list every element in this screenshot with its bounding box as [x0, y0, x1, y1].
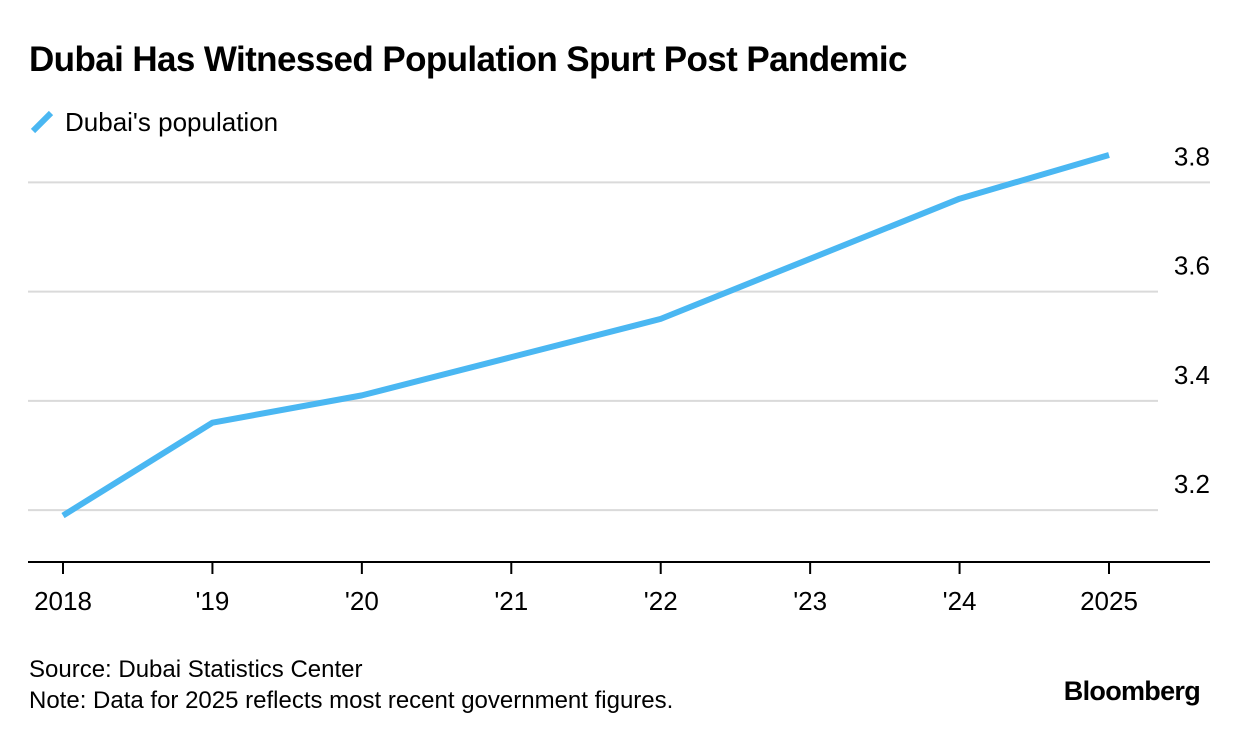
- x-tick-label: '21: [494, 586, 528, 616]
- line-chart: 3.2 3.4 3.6 3.8 2018 '19 '20 '21 '22 '23 '24 2025: [28, 141, 1210, 616]
- data-point: [60, 513, 66, 519]
- x-tick-label: '23: [793, 586, 827, 616]
- data-point: [1106, 152, 1112, 158]
- y-tick-label: 3.4: [1174, 360, 1210, 390]
- y-tick-label: 3.2: [1174, 469, 1210, 499]
- note-text: Note: Data for 2025 reflects most recent…: [29, 687, 674, 714]
- bloomberg-logo: Bloomberg: [1063, 676, 1201, 706]
- source-text: Source: Dubai Statistics Center: [29, 656, 363, 683]
- data-point: [209, 420, 215, 426]
- x-tick-label: 2025: [1080, 586, 1138, 616]
- data-point: [658, 316, 664, 322]
- legend-label: Dubai's population: [65, 106, 279, 137]
- legend: Dubai's population: [29, 104, 278, 140]
- data-point: [957, 196, 963, 202]
- legend-line-icon: [30, 110, 54, 134]
- chart-title: Dubai Has Witnessed Population Spurt Pos…: [29, 40, 907, 79]
- x-tick-label: 2018: [34, 586, 92, 616]
- footer: Source: Dubai Statistics Center Note: Da…: [29, 654, 673, 716]
- x-tick-label: '22: [644, 586, 678, 616]
- x-tick-label: '20: [345, 586, 379, 616]
- x-tick-label: '19: [195, 586, 229, 616]
- data-point: [807, 256, 813, 262]
- x-tick-label: '24: [943, 586, 977, 616]
- y-tick-label: 3.8: [1174, 141, 1210, 171]
- y-tick-label: 3.6: [1174, 251, 1210, 281]
- data-point: [508, 354, 514, 360]
- series-line: [61, 152, 1110, 519]
- data-point: [359, 392, 365, 398]
